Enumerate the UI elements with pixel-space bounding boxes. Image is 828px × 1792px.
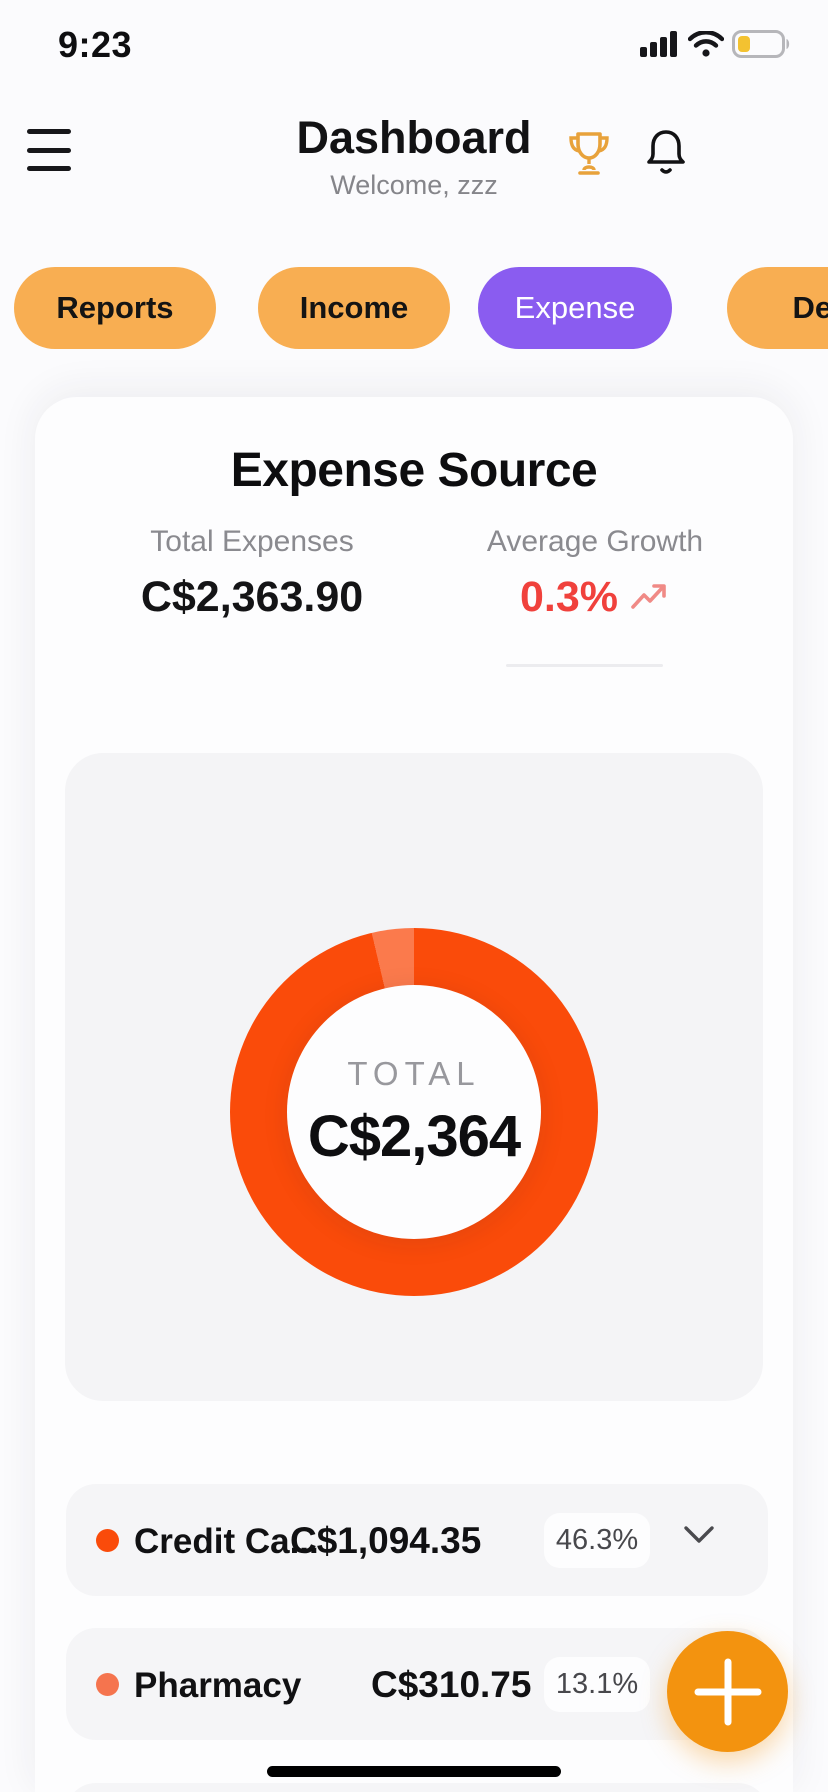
notifications-button[interactable]: [645, 128, 687, 181]
card-title: Expense Source: [230, 444, 598, 497]
add-expense-fab[interactable]: [667, 1631, 788, 1752]
tab-debt[interactable]: Debt: [727, 267, 828, 349]
tab-expense[interactable]: Expense: [478, 267, 672, 349]
battery-level-fill: [738, 36, 750, 52]
legend-row-partial[interactable]: [66, 1783, 768, 1792]
status-time: 9:23: [58, 24, 133, 65]
donut-chart[interactable]: TOTAL C$2,364: [230, 928, 598, 1296]
plus-icon: [694, 1658, 761, 1725]
cellular-signal-icon: [640, 31, 677, 57]
bell-icon: [647, 130, 685, 174]
home-indicator[interactable]: [267, 1766, 561, 1777]
expense-source-card: Expense Source Total Expenses C$2,363.90…: [35, 397, 793, 1792]
total-expenses-label: Total Expenses: [150, 525, 354, 558]
total-expenses-value: C$2,363.90: [140, 573, 364, 621]
battery-icon: [732, 30, 790, 58]
welcome-text: Welcome, zzz: [330, 170, 498, 200]
total-expenses-stat: Total Expenses C$2,363.90: [92, 525, 412, 622]
trophy-icon: [569, 132, 609, 175]
legend-percent-badge: 46.3%: [544, 1513, 650, 1568]
average-growth-value: 0.3%: [435, 573, 755, 622]
trending-up-icon: [631, 583, 666, 609]
legend-percent-badge: 13.1%: [544, 1657, 650, 1712]
legend-dot: [96, 1529, 119, 1552]
legend-row-pharmacy[interactable]: Pharmacy C$310.75 13.1%: [66, 1628, 768, 1740]
average-growth-stat: Average Growth 0.3%: [435, 525, 755, 622]
donut-center: TOTAL C$2,364: [287, 985, 541, 1239]
growth-underline: [506, 664, 663, 667]
header: Dashboard Welcome, zzz: [0, 112, 828, 201]
tab-reports[interactable]: Reports: [14, 267, 216, 349]
page-title: Dashboard: [296, 112, 532, 163]
filter-tabs: Reports Income Expense Debt: [0, 267, 828, 349]
donut-total-value: C$2,364: [307, 1103, 521, 1169]
status-icons: [640, 30, 792, 58]
donut-total-label: TOTAL: [347, 1054, 481, 1092]
wifi-icon: [688, 31, 724, 57]
chevron-down-icon[interactable]: [680, 1522, 718, 1548]
legend-amount: C$310.75: [371, 1664, 532, 1705]
growth-percent: 0.3%: [519, 573, 618, 621]
menu-button[interactable]: [27, 129, 71, 171]
average-growth-label: Average Growth: [486, 525, 704, 558]
rewards-button[interactable]: [567, 130, 611, 181]
donut-chart-container: TOTAL C$2,364: [65, 753, 763, 1401]
legend-row-credit-card[interactable]: Credit Ca... C$1,094.35 46.3%: [66, 1484, 768, 1596]
legend-name: Pharmacy: [134, 1666, 302, 1705]
legend-dot: [96, 1673, 119, 1696]
tab-income[interactable]: Income: [258, 267, 450, 349]
legend-name: Credit Ca...: [134, 1522, 319, 1561]
legend-amount: C$1,094.35: [290, 1520, 482, 1561]
